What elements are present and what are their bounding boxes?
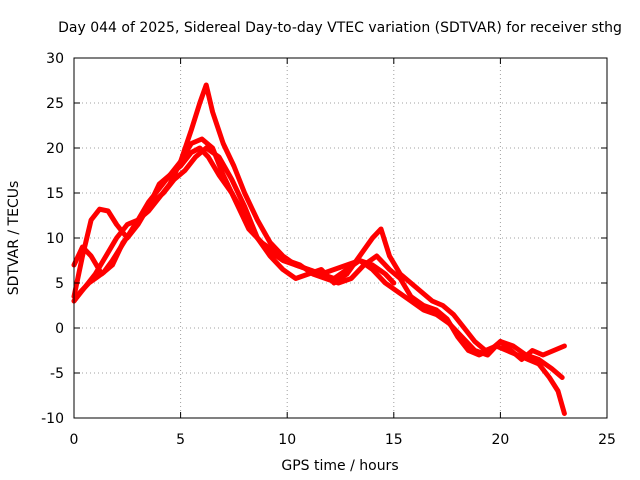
y-tick-label: 20: [46, 141, 64, 157]
y-tick-label: 15: [46, 186, 64, 202]
x-tick-label: 25: [598, 432, 616, 448]
axis-ticks: 0 5 10 15 20 25 -10 -5 0 5 10 15 20 25 30: [41, 51, 616, 448]
x-tick-label: 10: [278, 432, 296, 448]
series-trace-c: [71, 145, 567, 416]
plot-frame: [73, 57, 608, 419]
x-tick-label: 20: [491, 432, 509, 448]
x-tick-label: 5: [176, 432, 185, 448]
y-tick-label: 0: [55, 321, 64, 337]
y-axis-label: SDTVAR / TECUs: [6, 181, 22, 296]
series-trace-d: [71, 82, 565, 380]
chart-title: Day 044 of 2025, Sidereal Day-to-day VTE…: [58, 20, 622, 36]
series-trace-b: [71, 136, 567, 362]
grid-lines: [74, 58, 607, 418]
y-tick-label: -5: [50, 366, 64, 382]
y-tick-label: 10: [46, 231, 64, 247]
x-tick-label: 15: [385, 432, 403, 448]
x-axis-label: GPS time / hours: [281, 458, 398, 474]
y-tick-label: 5: [55, 276, 64, 292]
y-tick-label: -10: [41, 411, 64, 427]
y-tick-label: 30: [46, 51, 64, 67]
x-tick-label: 0: [70, 432, 79, 448]
data-series: [71, 82, 567, 416]
y-tick-label: 25: [46, 96, 64, 112]
